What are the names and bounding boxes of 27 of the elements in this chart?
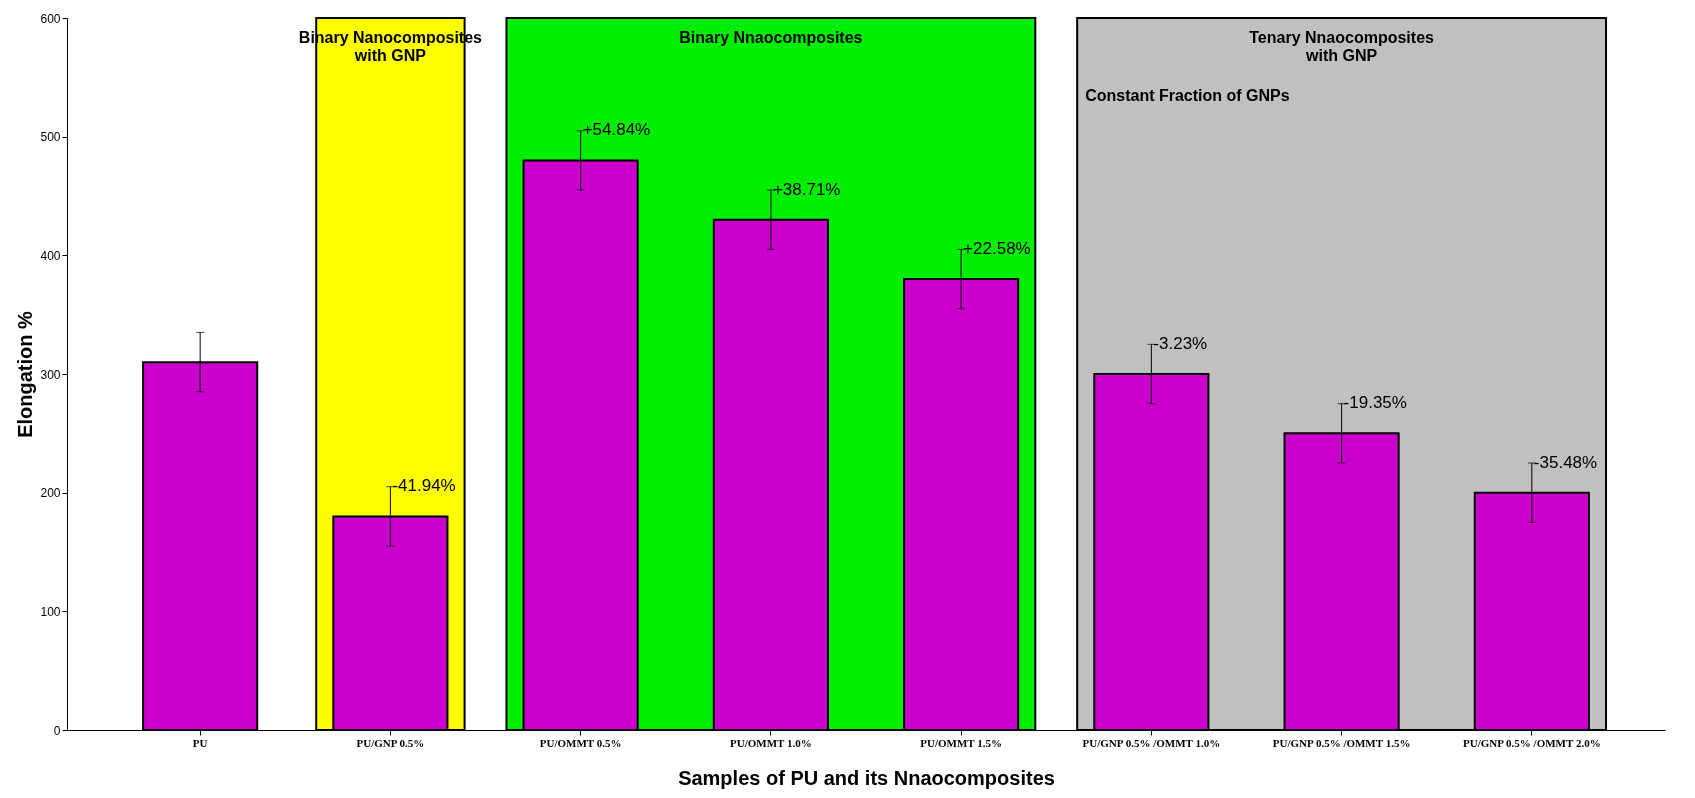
- y-tick-label: 100: [40, 604, 61, 619]
- y-tick-label: 300: [40, 367, 61, 382]
- x-axis-title: Samples of PU and its Nnaocomposites: [678, 766, 1055, 789]
- annotation: -19.35%: [1343, 393, 1407, 413]
- x-tick-label: PU/GNP 0.5% /OMMT 2.0%: [1463, 736, 1601, 749]
- x-tick-label: PU: [192, 736, 208, 749]
- x-tick-label: PU/OMMT 1.5%: [920, 736, 1002, 749]
- y-tick-label: 200: [40, 486, 61, 501]
- annotation: +22.58%: [963, 239, 1031, 259]
- y-tick-label: 500: [40, 130, 61, 145]
- x-tick-label: PU/OMMT 0.5%: [539, 736, 622, 749]
- y-tick-label: 400: [40, 248, 61, 263]
- band-label: Tenary Nnaocomposites with GNP: [1249, 29, 1435, 64]
- y-tick-label: 0: [53, 723, 61, 738]
- x-tick-label: PU/GNP 0.5% /OMMT 1.0%: [1082, 736, 1221, 749]
- band-label: Binary Nnaocomposites: [679, 29, 863, 46]
- x-tick-label: PU/OMMT 1.0%: [730, 736, 812, 749]
- annotation: -3.23%: [1153, 334, 1208, 353]
- annotation: -41.94%: [392, 476, 456, 496]
- y-tick-label: 600: [40, 11, 61, 26]
- x-tick-label: PU/GNP 0.5% /OMMT 1.5%: [1272, 736, 1411, 749]
- annotation: -35.48%: [1533, 452, 1598, 472]
- annotation: Constant Fraction of GNPs: [1085, 87, 1290, 104]
- x-tick-label: PU/GNP 0.5%: [356, 736, 425, 749]
- y-axis-title: Elongation %: [14, 310, 37, 438]
- annotation: +38.71%: [772, 179, 841, 199]
- annotation: +54.84%: [582, 120, 651, 140]
